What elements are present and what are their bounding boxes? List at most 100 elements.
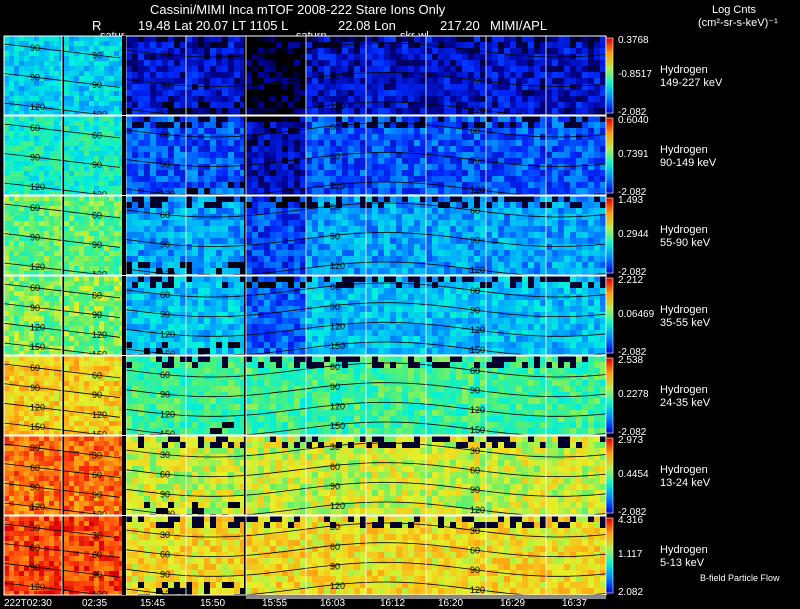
time-bar	[246, 596, 606, 599]
contour-label: 60	[470, 466, 480, 476]
contour-label: 120	[470, 505, 485, 515]
colorbar-min-label: 2.082	[618, 587, 643, 598]
species-name: Hydrogen	[660, 464, 710, 477]
contour-label: 90	[160, 390, 170, 400]
contour-label: 90	[330, 302, 340, 312]
colorbar-max-label: 1.493	[618, 195, 643, 206]
species-name: Hydrogen	[660, 64, 722, 77]
contour-label: 90	[92, 310, 102, 320]
contour-label: 90	[160, 80, 170, 90]
species-label: Hydrogen 13-24 keV	[660, 464, 710, 490]
contour-label: 150	[470, 425, 485, 435]
inca-spectrogram-figure: Cassini/MIMI Inca mTOF 2008-222 Stare Io…	[0, 0, 800, 609]
contour-label: 90	[470, 155, 480, 165]
contour-label: 90	[30, 43, 40, 53]
contour-label: 30	[160, 530, 170, 540]
panel-gap	[122, 436, 126, 515]
contour-label: 90	[160, 50, 170, 60]
contour-label: 30	[330, 522, 340, 532]
species-name: Hydrogen	[660, 304, 710, 317]
bfield-particle-flow-label: B-field Particle Flow	[700, 573, 780, 583]
contour-label: 30	[92, 451, 102, 461]
heatmap-row-5: 6060 6060 609090 9090 90120120 120120 12015015…	[4, 356, 613, 440]
heatmap-row-6: 30 30 30 30 30 60 60 60 60 60 90 90 90 90 90 120 120 120 1…	[4, 436, 613, 520]
panel-gap	[122, 36, 126, 115]
contour-label: 30	[160, 450, 170, 460]
contour-label: 60	[470, 126, 480, 136]
colorbar-max-label: 2.538	[618, 355, 643, 366]
contour-label: 120	[92, 410, 107, 420]
x-tick-label: 15:50	[200, 598, 225, 609]
contour-label: 150	[330, 421, 345, 431]
heatmap-row-4: 60 60 60 60 60 90 90 90 90 90 120 120 120 120 120 150 15…	[4, 276, 613, 360]
contour-label: 60	[470, 286, 480, 296]
contour-label: 60	[92, 131, 102, 141]
contour-label: 60	[330, 362, 340, 372]
contour-label: 30	[30, 443, 40, 453]
contour-label: 90	[30, 383, 40, 393]
contour-label: 120	[470, 105, 485, 115]
x-tick-label: 16:29	[500, 598, 525, 609]
energy-range: 5-13 keV	[660, 557, 708, 570]
species-label: Hydrogen 90-149 keV	[660, 144, 716, 170]
contour-label: 120	[330, 261, 345, 271]
contour-label: 90	[330, 42, 340, 52]
contour-label: 120	[160, 409, 175, 419]
contour-label: 60	[30, 283, 40, 293]
contour-label: 120	[470, 265, 485, 275]
contour-label: 120	[330, 501, 345, 511]
species-label: Hydrogen 55-90 keV	[660, 224, 710, 250]
contour-label: 60	[30, 543, 40, 553]
contour-label: 120	[470, 585, 485, 595]
contour-label: 90	[470, 386, 480, 396]
contour-label: 60	[92, 371, 102, 381]
contour-label: 90	[92, 390, 102, 400]
contour-label: 150	[330, 341, 345, 351]
panel-3-3	[126, 196, 244, 275]
colorbar-mid-label: 0.4454	[618, 469, 649, 480]
x-tick-label: 15:45	[140, 598, 165, 609]
x-tick-label: 16:20	[438, 598, 463, 609]
colorbar	[606, 438, 613, 513]
contour-label: 30	[470, 446, 480, 456]
panel-3-2	[64, 196, 122, 275]
colorbar	[606, 518, 613, 593]
energy-range: 35-55 keV	[660, 317, 710, 330]
contour-label: 150	[470, 345, 485, 355]
colorbar-max-label: 0.6040	[618, 115, 649, 126]
contour-label: 90	[470, 485, 480, 495]
contour-label: 30	[30, 523, 40, 533]
contour-label: 120	[330, 402, 345, 412]
contour-label: 90	[30, 153, 40, 163]
contour-label: 30	[330, 442, 340, 452]
contour-label: 60	[92, 211, 102, 221]
contour-label: 120	[92, 330, 107, 340]
contour-label: 90	[330, 482, 340, 492]
x-tick-label: 16:03	[320, 598, 345, 609]
heatmap-row-3: 6060 6060 609090 9090 90120120 120120 120	[4, 196, 613, 280]
contour-label: 60	[30, 203, 40, 213]
panel-2-3	[126, 116, 244, 195]
contour-label: 120	[30, 102, 45, 112]
contour-label: 120	[30, 502, 45, 512]
contour-label: 90	[160, 489, 170, 499]
species-label: Hydrogen 5-13 keV	[660, 544, 708, 570]
contour-label: 60	[160, 370, 170, 380]
energy-range: 24-35 keV	[660, 397, 710, 410]
colorbar-mid-label: 0.06469	[618, 309, 654, 320]
contour-label: 60	[92, 291, 102, 301]
energy-range: 55-90 keV	[660, 237, 710, 250]
contour-label: 90	[160, 310, 170, 320]
contour-label: 60	[30, 363, 40, 373]
contour-label: 90	[30, 563, 40, 573]
contour-label: 60	[330, 122, 340, 132]
contour-label: 120	[330, 322, 345, 332]
panel-2-2	[64, 116, 122, 195]
contour-label: 90	[92, 490, 102, 500]
contour-label: 90	[92, 240, 102, 250]
contour-label: 120	[470, 185, 485, 195]
contour-label: 90	[160, 569, 170, 579]
contour-label: 60	[330, 462, 340, 472]
contour-label: 60	[160, 130, 170, 140]
colorbar-mid-label: 0.2278	[618, 389, 649, 400]
